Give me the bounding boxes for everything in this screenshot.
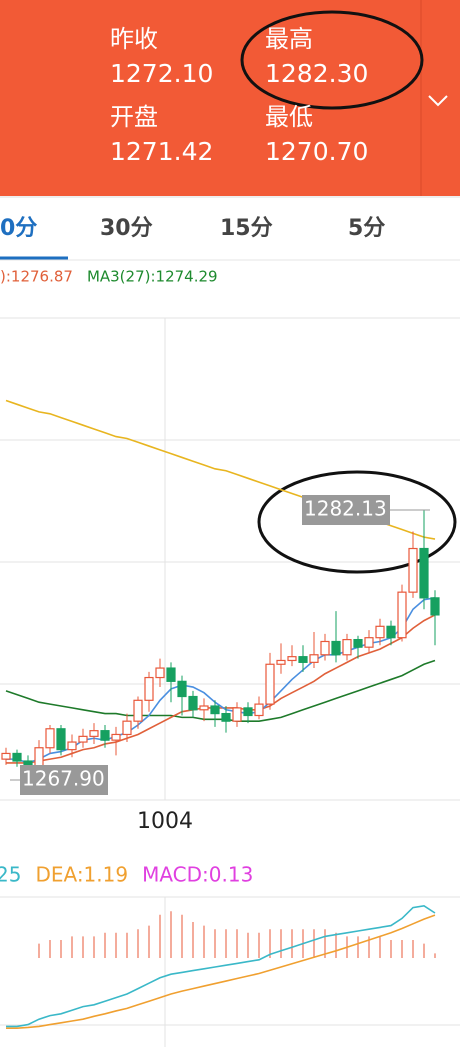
field-value: 1282.30 [265,59,368,88]
candle-body [254,703,264,717]
candle-body [342,638,352,656]
candle-body [320,640,330,656]
tab[interactable]: 0分 [0,216,37,241]
candle-body [298,656,308,663]
candle-body [45,728,55,749]
field-value: 1271.42 [110,137,213,166]
candle-body [67,741,77,751]
candle-body [430,597,440,616]
candle-body [111,733,121,741]
candle-body [309,654,319,663]
header-bg [0,0,460,196]
field-label: 最低 [265,103,313,131]
indicator: MA3(27):1274.29 [87,268,218,286]
macd-label: MACD:0.13 [142,863,253,887]
price-tag-bg [20,765,108,795]
price-tag-bg [302,495,390,525]
ma-line [5,659,436,722]
field-value: 1270.70 [265,137,368,166]
field-label: 昨收 [110,25,158,53]
indicator: ):1276.87 [0,268,73,286]
candle-body [210,705,220,715]
candle-body [375,625,385,639]
field-value: 1272.10 [110,59,213,88]
candle-body [122,720,132,736]
candle-body [353,638,363,648]
candle-body [188,695,198,711]
candle-body [199,705,209,711]
candle-body [221,712,231,722]
dea-line [6,914,436,1029]
ma-line [6,614,436,764]
candle-body [133,699,143,722]
candle-body [56,728,66,751]
candle-body [155,667,165,679]
grid [0,317,460,1047]
candle-body [408,547,418,593]
candle-body [144,676,154,701]
candle-body [331,640,341,656]
candle-body [177,680,187,698]
price-tag: 1267.90 [22,767,105,791]
ma-line [6,597,436,764]
candle-body [12,752,22,762]
annotation-circle [257,470,457,574]
candle-body [364,637,374,648]
tab[interactable]: 5分 [348,216,385,241]
candle-body [166,667,176,682]
x-label: 1004 [137,809,193,834]
candle-body [287,656,297,662]
candle-body [397,591,407,639]
price-tag: 1282.13 [304,497,387,521]
macd-label: DEA:1.19 [35,863,128,887]
field-label: 最高 [265,25,313,53]
candle-body [100,730,110,741]
candle-body [386,625,396,639]
candle-body [78,735,88,743]
tab[interactable]: 15分 [220,216,273,241]
candle-body [265,663,275,705]
candle-body [419,547,429,599]
candle-body [276,659,286,665]
candle-body [232,707,242,722]
dif-line [6,904,436,1028]
candle-body [243,707,253,717]
tab[interactable]: 30分 [100,216,153,241]
macd-label: 25 [0,863,21,887]
expand-icon[interactable] [428,95,448,107]
candle-body [89,730,99,737]
annotation-circle [240,10,424,110]
field-label: 开盘 [110,103,158,131]
candle-body [1,752,11,760]
